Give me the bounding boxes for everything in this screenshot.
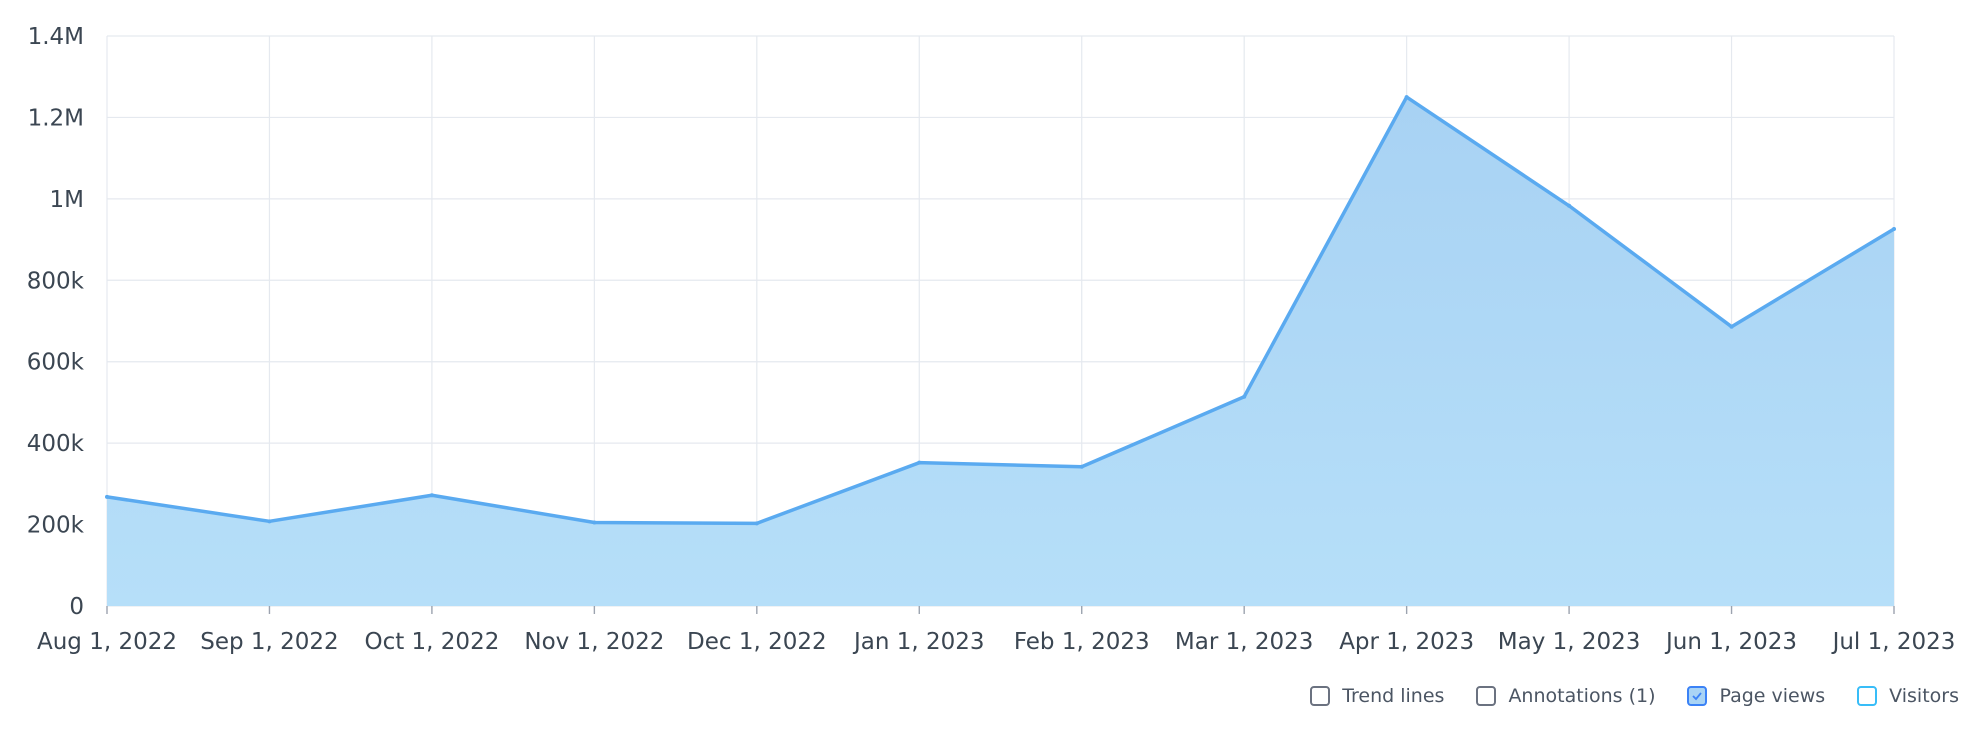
y-tick-label: 1.4M [28,24,84,50]
x-tick-label: Apr 1, 2023 [1339,629,1474,655]
area-series [105,95,1896,607]
annotations-checkbox[interactable] [1476,686,1497,706]
y-tick-label: 400k [27,431,85,457]
x-axis-labels: Aug 1, 2022 Sep 1, 2022 Oct 1, 2022 Nov 1, … [37,629,1955,655]
x-tick-label: Oct 1, 2022 [364,629,499,655]
data-point[interactable] [267,519,272,524]
x-tick-label: Jul 1, 2023 [1831,629,1956,655]
visitors-checkbox[interactable] [1857,686,1878,706]
data-point[interactable] [1892,226,1896,231]
data-point[interactable] [105,494,109,499]
data-point[interactable] [754,521,759,526]
legend-label-annotations: Annotations (1) [1508,685,1656,707]
page-views-checkbox[interactable] [1687,686,1708,706]
y-tick-label: 1M [50,187,84,213]
legend-item-annotations[interactable]: Annotations (1) [1476,685,1655,707]
x-tick-label: Nov 1, 2022 [524,629,664,655]
legend-label-visitors: Visitors [1889,685,1959,707]
x-tick-label: Sep 1, 2022 [200,629,338,655]
data-point[interactable] [1242,394,1247,399]
x-tick-label: May 1, 2023 [1498,629,1641,655]
x-tick-label: Jan 1, 2023 [852,629,985,655]
legend-label-page-views: Page views [1719,685,1826,707]
data-point[interactable] [1567,203,1572,208]
y-tick-label: 600k [27,350,85,376]
legend-label-trend-lines: Trend lines [1342,685,1445,707]
y-tick-label: 200k [27,513,85,539]
y-tick-label: 1.2M [28,105,84,131]
data-point[interactable] [1404,95,1409,100]
check-icon [1692,692,1703,701]
x-tick-label: Mar 1, 2023 [1175,629,1314,655]
x-tick-label: Jun 1, 2023 [1664,629,1797,655]
x-tick-label: Dec 1, 2022 [687,629,827,655]
data-point[interactable] [592,520,597,525]
legend-item-page-views[interactable]: Page views [1687,685,1825,707]
y-axis-labels: 0 200k 400k 600k 800k 1M 1.2M 1.4M [27,24,85,620]
trend-lines-checkbox[interactable] [1310,686,1331,706]
x-tick-label: Feb 1, 2023 [1014,629,1150,655]
legend: Trend lines Annotations (1) Page views V… [1310,685,1959,707]
y-tick-label: 800k [27,268,85,294]
data-point[interactable] [917,460,922,465]
data-point[interactable] [1079,464,1084,469]
series-area-fill [107,97,1894,607]
series-line [105,95,1896,526]
legend-item-trend-lines[interactable]: Trend lines [1310,685,1444,707]
x-tick-label: Aug 1, 2022 [37,629,177,655]
y-tick-label: 0 [69,594,84,620]
legend-item-visitors[interactable]: Visitors [1857,685,1959,707]
data-point[interactable] [429,493,434,498]
data-point[interactable] [1729,324,1734,329]
